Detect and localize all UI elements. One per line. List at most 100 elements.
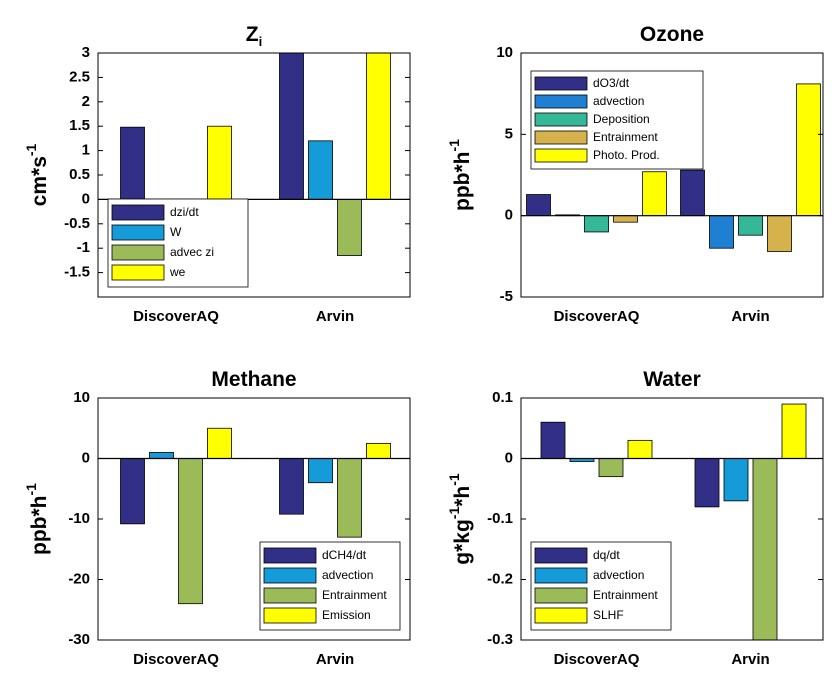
bar — [709, 215, 734, 249]
legend-swatch — [534, 94, 588, 109]
y-tick-label: -1.5 — [64, 264, 90, 281]
y-axis-label: cm*s-1 — [23, 143, 51, 206]
bar — [120, 458, 145, 525]
bar — [308, 458, 333, 484]
legend-label: Entrainment — [593, 588, 658, 602]
y-tick-label: -5 — [500, 288, 513, 305]
bar — [796, 83, 821, 217]
y-axis-label: ppb*h-1 — [23, 483, 51, 555]
y-label-superscript: -1 — [23, 483, 39, 496]
bar — [627, 439, 653, 459]
y-tick-label: 1 — [82, 142, 90, 159]
y-tick-label: -1 — [77, 239, 90, 256]
legend-swatch — [534, 547, 588, 564]
title-text: Methane — [211, 368, 296, 391]
x-tick-label: Arvin — [316, 651, 354, 668]
bar — [540, 421, 566, 459]
bar — [723, 458, 749, 502]
legend-label: we — [169, 265, 186, 279]
y-label-text: g*kg — [451, 519, 474, 565]
y-tick-label: 0.1 — [492, 389, 513, 406]
bar — [767, 215, 792, 252]
legend-label: dCH4/dt — [322, 548, 367, 562]
legend-label: Emission — [322, 608, 371, 622]
y-tick-label: 0 — [505, 207, 513, 224]
y-tick-label: -10 — [68, 510, 90, 527]
y-tick-label: -0.5 — [64, 215, 90, 232]
bar — [149, 452, 174, 459]
y-axis-label: ppb*h-1 — [446, 139, 474, 211]
bar — [642, 171, 667, 217]
y-tick-label: 5 — [505, 125, 513, 142]
bar — [279, 458, 304, 515]
x-tick-label: DiscoverAQ — [133, 651, 219, 668]
legend-swatch — [534, 130, 588, 145]
y-label-text: *h — [451, 486, 474, 507]
bar — [178, 458, 203, 605]
legend-swatch — [111, 244, 165, 261]
y-label-superscript: -1 — [446, 473, 462, 486]
legend-label: advection — [593, 94, 644, 108]
x-tick-label: Arvin — [316, 308, 354, 325]
y-tick-label: -0.3 — [487, 631, 513, 648]
legend-swatch — [534, 607, 588, 624]
y-tick-label: -20 — [68, 570, 90, 587]
chart-title: Ozone — [640, 23, 704, 46]
x-tick-label: DiscoverAQ — [133, 308, 219, 325]
bar — [337, 198, 362, 256]
y-label-superscript: -1 — [446, 139, 462, 152]
legend-label: advection — [322, 568, 373, 582]
bar — [308, 140, 333, 200]
legend-swatch — [534, 587, 588, 604]
legend-swatch — [534, 567, 588, 584]
chart-title: Methane — [211, 368, 296, 391]
axes-frame — [520, 52, 824, 298]
bar — [120, 126, 145, 200]
legend-swatch — [111, 224, 165, 241]
title-subscript: i — [259, 34, 263, 49]
axes-frame — [97, 52, 411, 298]
legend-label: Entrainment — [593, 130, 658, 144]
bar — [207, 427, 232, 459]
x-tick-label: Arvin — [731, 651, 769, 668]
bars — [120, 427, 391, 605]
bar — [694, 458, 720, 508]
legend-swatch — [534, 112, 588, 127]
bar — [680, 169, 705, 217]
bar — [366, 53, 391, 200]
legend-swatch — [263, 567, 317, 584]
legend-label: dq/dt — [593, 548, 620, 562]
y-tick-label: 0 — [82, 190, 90, 207]
x-tick-label: DiscoverAQ — [554, 651, 640, 668]
bar — [584, 215, 609, 233]
y-tick-label: 2 — [82, 93, 90, 110]
bar — [279, 53, 304, 200]
bar — [738, 215, 763, 236]
legend-label: SLHF — [593, 608, 624, 622]
title-text: Water — [643, 368, 701, 391]
y-tick-label: -30 — [68, 631, 90, 648]
y-tick-label: 0 — [505, 449, 513, 466]
legend-label: Entrainment — [322, 588, 387, 602]
x-tick-label: Arvin — [731, 308, 769, 325]
legend-swatch — [263, 607, 317, 624]
legend-swatch — [534, 76, 588, 91]
bar — [598, 458, 624, 478]
legend-swatch — [111, 204, 165, 221]
y-tick-label: 0.5 — [69, 166, 90, 183]
y-tick-label: 10 — [496, 44, 513, 61]
x-tick-label: DiscoverAQ — [554, 308, 640, 325]
y-tick-label: 0 — [82, 449, 90, 466]
y-tick-label: 10 — [73, 389, 90, 406]
legend-label: Photo. Prod. — [593, 148, 660, 162]
y-tick-label: 2.5 — [69, 68, 90, 85]
legend-swatch — [263, 587, 317, 604]
bar — [337, 458, 362, 538]
y-tick-label: 3 — [82, 44, 90, 61]
y-label-superscript: -1 — [446, 507, 462, 520]
legend-label: W — [170, 225, 182, 239]
legend-label: advection — [593, 568, 644, 582]
y-tick-label: -0.1 — [487, 510, 513, 527]
bars — [120, 53, 391, 256]
